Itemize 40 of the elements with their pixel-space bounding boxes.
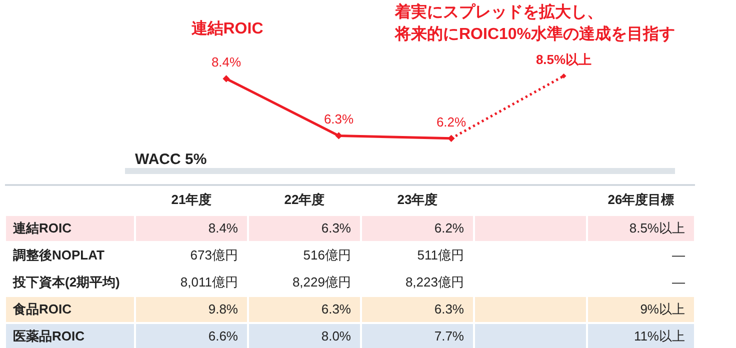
category-label: 連結ROIC <box>13 220 72 236</box>
ref-line-label: WACC 5% <box>135 151 207 168</box>
category-label: 食品ROIC <box>13 302 72 316</box>
category-label: 21年度 <box>171 192 212 207</box>
text: 将来的にROIC10%水準の達成を目指す <box>394 25 676 43</box>
text: — <box>672 248 685 262</box>
text: 8,223億円 <box>405 274 464 290</box>
text: 6.6% <box>208 328 238 344</box>
category-label: 26年度目標 <box>608 192 674 207</box>
text: 8.4% <box>208 220 238 236</box>
point <box>222 75 230 82</box>
text: 673億円 <box>190 248 238 262</box>
category-label: 23年度 <box>397 192 438 207</box>
point <box>335 132 342 140</box>
text: 11%以上 <box>634 328 685 344</box>
category-label: 調整後NOPLAT <box>13 248 104 262</box>
point <box>561 74 566 78</box>
category-label: 投下資本(2期平均) <box>13 274 120 290</box>
data-label: 6.2% <box>436 114 466 130</box>
text: 8,011億円 <box>180 274 238 290</box>
category-label: 医薬品ROIC <box>13 328 84 344</box>
data-label: 8.5%以上 <box>536 52 592 67</box>
category-label: 22年度 <box>284 192 325 207</box>
text: 8.0% <box>321 328 351 344</box>
text: 8.5%以上 <box>629 220 685 236</box>
text: 6.2% <box>434 220 464 236</box>
text: 8,229億円 <box>292 274 351 290</box>
text: — <box>672 274 685 290</box>
text: 511億円 <box>417 248 464 262</box>
text: 7.7% <box>434 328 464 344</box>
text: 6.3% <box>321 302 351 316</box>
text: 着実にスプレッドを拡大し、 <box>394 2 603 21</box>
text: 6.3% <box>434 302 464 316</box>
data-label: 6.3% <box>324 112 354 127</box>
text: 516億円 <box>303 248 351 262</box>
text: 9%以上 <box>640 302 685 316</box>
text: 6.3% <box>321 220 351 236</box>
data-label: 8.4% <box>211 54 242 70</box>
text: 連結ROIC <box>191 20 264 38</box>
text: 9.8% <box>208 302 238 316</box>
